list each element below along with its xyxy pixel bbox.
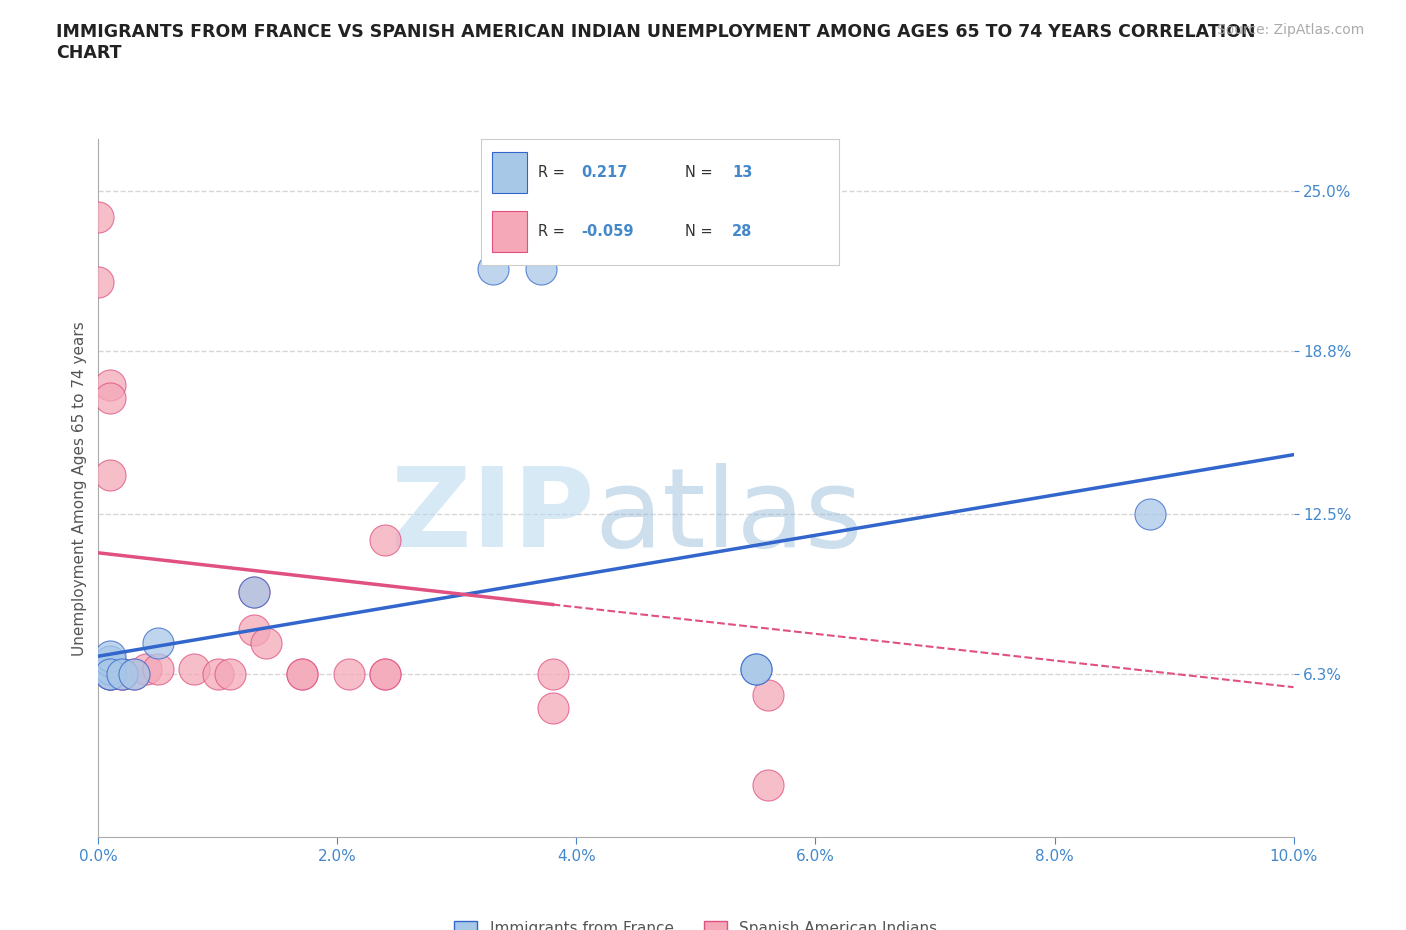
Point bbox=[124, 667, 146, 682]
Point bbox=[745, 661, 768, 676]
Point bbox=[148, 661, 170, 676]
Point bbox=[98, 667, 122, 682]
Point bbox=[481, 261, 505, 276]
Point bbox=[135, 661, 157, 676]
Point bbox=[374, 667, 396, 682]
Point bbox=[243, 584, 266, 599]
Point bbox=[98, 468, 122, 483]
Legend: Immigrants from France, Spanish American Indians: Immigrants from France, Spanish American… bbox=[449, 914, 943, 930]
Point bbox=[374, 533, 396, 548]
Point bbox=[529, 261, 551, 276]
Point bbox=[374, 667, 396, 682]
Point bbox=[98, 667, 122, 682]
Point bbox=[541, 700, 564, 715]
Point bbox=[87, 274, 110, 289]
Point bbox=[1139, 507, 1161, 522]
Point bbox=[339, 667, 360, 682]
Point bbox=[290, 667, 312, 682]
Point bbox=[243, 584, 266, 599]
Text: CHART: CHART bbox=[56, 44, 122, 61]
Point bbox=[183, 661, 205, 676]
Point bbox=[111, 667, 134, 682]
Point bbox=[98, 391, 122, 405]
Point bbox=[290, 667, 312, 682]
Point bbox=[111, 667, 134, 682]
Text: Source: ZipAtlas.com: Source: ZipAtlas.com bbox=[1216, 23, 1364, 37]
Point bbox=[254, 636, 277, 651]
Point bbox=[98, 667, 122, 682]
Point bbox=[98, 378, 122, 392]
Point bbox=[207, 667, 229, 682]
Point bbox=[745, 661, 768, 676]
Point bbox=[111, 667, 134, 682]
Point bbox=[98, 661, 122, 676]
Point bbox=[219, 667, 242, 682]
Point bbox=[756, 777, 779, 792]
Point bbox=[243, 623, 266, 638]
Point bbox=[541, 667, 564, 682]
Point bbox=[98, 667, 122, 682]
Y-axis label: Unemployment Among Ages 65 to 74 years: Unemployment Among Ages 65 to 74 years bbox=[72, 321, 87, 656]
Point bbox=[87, 209, 110, 224]
Text: IMMIGRANTS FROM FRANCE VS SPANISH AMERICAN INDIAN UNEMPLOYMENT AMONG AGES 65 TO : IMMIGRANTS FROM FRANCE VS SPANISH AMERIC… bbox=[56, 23, 1256, 41]
Text: ZIP: ZIP bbox=[391, 462, 595, 570]
Point bbox=[98, 649, 122, 664]
Point bbox=[756, 687, 779, 702]
Point bbox=[124, 667, 146, 682]
Point bbox=[98, 654, 122, 669]
Point bbox=[148, 636, 170, 651]
Text: atlas: atlas bbox=[595, 462, 863, 570]
